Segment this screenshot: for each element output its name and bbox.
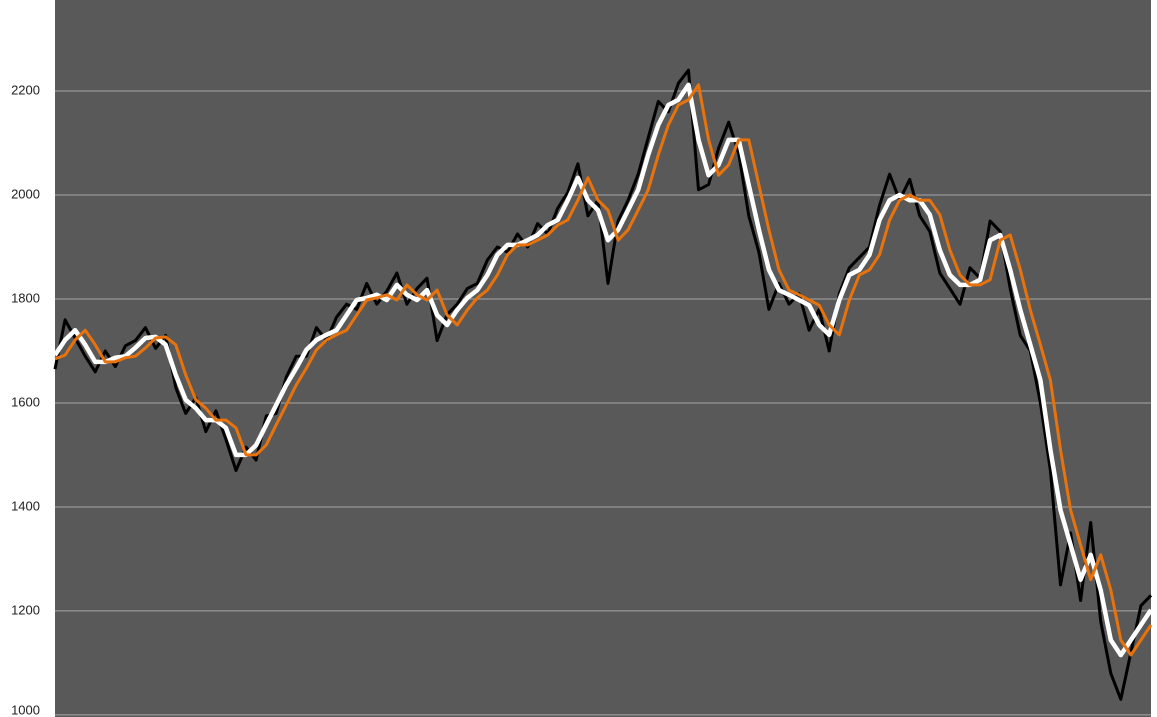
plot-area bbox=[55, 0, 1151, 717]
series-line bbox=[53, 68, 1153, 701]
y-tick-label: 1400 bbox=[11, 498, 40, 513]
series-line bbox=[54, 83, 1153, 657]
y-tick-label: 2000 bbox=[11, 186, 40, 201]
y-tick-label: 2200 bbox=[11, 82, 40, 97]
y-tick-label: 1200 bbox=[11, 602, 40, 617]
y-tick-label: 1800 bbox=[11, 290, 40, 305]
y-tick-label: 1000 bbox=[11, 702, 40, 717]
y-tick-label: 1600 bbox=[11, 394, 40, 409]
